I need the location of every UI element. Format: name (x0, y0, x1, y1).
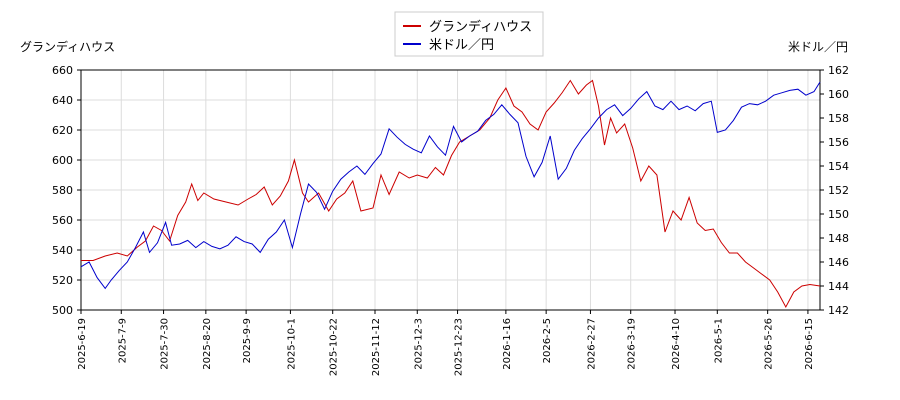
right-tick-label: 144 (828, 280, 849, 293)
legend-box (394, 11, 544, 57)
left-tick-label: 660 (52, 64, 73, 77)
x-tick-label: 2025-11-12 (371, 318, 382, 376)
right-tick-label: 160 (828, 88, 849, 101)
left-tick-label: 580 (52, 184, 73, 197)
right-tick-label: 158 (828, 112, 849, 125)
x-tick-label: 2026-5-1 (713, 318, 724, 363)
left-tick-label: 540 (52, 244, 73, 257)
grid-lines (80, 69, 820, 311)
x-tick-label: 2025-9-9 (242, 318, 253, 363)
right-tick-label: 148 (828, 232, 849, 245)
left-tick-label: 500 (52, 304, 73, 317)
x-tick-label: 2026-4-10 (671, 318, 682, 370)
right-tick-label: 156 (828, 136, 849, 149)
x-tick-label: 2025-7-9 (117, 318, 128, 363)
left-axis-title: グランディハウス (20, 39, 115, 54)
right-tick-label: 152 (828, 184, 849, 197)
series-layer (80, 79, 821, 309)
x-tick-label: 2025-10-22 (329, 318, 340, 376)
right-axis-title: 米ドル／円 (788, 40, 848, 54)
legend-label-guranditihausu: グランディハウス (429, 19, 532, 35)
x-tick-label: 2025-12-3 (413, 318, 424, 370)
left-tick-label: 600 (52, 154, 73, 167)
right-tick-label: 150 (828, 208, 849, 221)
series-line-usdjpy (80, 81, 821, 290)
x-axis: 2025-6-19 2025-7-9 2025-7-30 2025-8-20 2025-… (77, 310, 815, 376)
x-tick-label: 2026-6-15 (804, 318, 815, 370)
left-tick-label: 620 (52, 124, 73, 137)
right-tick-label: 142 (828, 304, 849, 317)
right-tick-label: 154 (828, 160, 849, 173)
x-tick-label: 2025-7-30 (160, 318, 171, 370)
legend-label-usdjpy: 米ドル／円 (429, 38, 494, 53)
x-tick-label: 2026-3-19 (627, 318, 638, 370)
series-line-guranditihausu (81, 79, 821, 309)
x-tick-label: 2026-1-16 (502, 318, 513, 370)
legend: グランディハウス 米ドル／円 (394, 11, 544, 57)
right-tick-label: 146 (828, 256, 849, 269)
right-tick-label: 162 (828, 64, 849, 77)
left-axis: 500 520 540 560 580 600 620 640 660 (52, 64, 81, 317)
x-tick-label: 2026-5-26 (764, 318, 775, 370)
x-tick-label: 2026-2-5 (542, 318, 553, 363)
left-tick-label: 520 (52, 274, 73, 287)
x-tick-label: 2026-2-27 (586, 318, 597, 370)
x-tick-label: 2025-6-19 (77, 318, 88, 370)
left-tick-label: 640 (52, 94, 73, 107)
x-tick-label: 2025-12-23 (454, 318, 465, 376)
x-tick-label: 2025-8-20 (202, 318, 213, 370)
left-tick-label: 560 (52, 214, 73, 227)
right-axis: 142 144 146 148 150 152 154 156 158 160 162 (820, 64, 849, 317)
x-tick-label: 2025-10-1 (286, 318, 297, 370)
